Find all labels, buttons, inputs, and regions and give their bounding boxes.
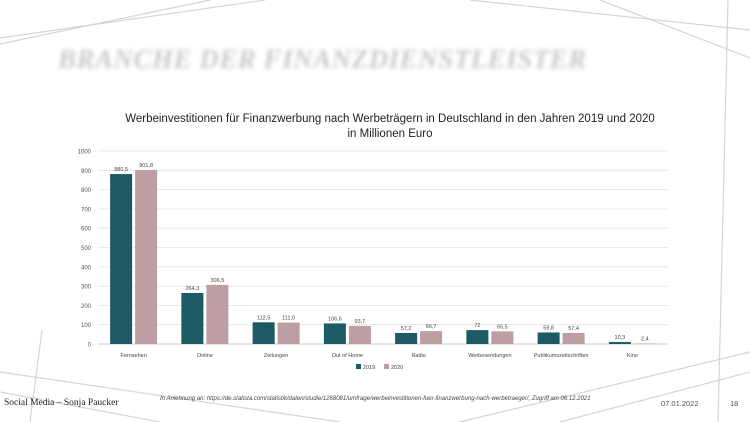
x-tick-label: Radio	[411, 353, 425, 359]
bar-2019	[181, 292, 204, 344]
bar-2019	[395, 332, 418, 344]
y-tick-label: 1000	[78, 150, 92, 156]
y-tick-label: 200	[81, 304, 92, 310]
footer-date: 07.01.2022	[661, 399, 699, 408]
legend-label: 2020	[391, 365, 403, 371]
data-label: 10,3	[615, 335, 626, 341]
data-label: 112,5	[257, 315, 270, 321]
bar-2019	[110, 174, 133, 344]
legend-swatch	[356, 364, 361, 369]
legend-label: 2019	[363, 365, 375, 371]
data-label: 93,7	[355, 319, 366, 325]
x-tick-label: Zeitungen	[264, 353, 288, 359]
bar-2019	[537, 332, 560, 344]
x-tick-label: Publikumszeitschriften	[534, 353, 589, 359]
legend-swatch	[384, 364, 389, 369]
bar-2020	[277, 322, 300, 344]
footer-author: Social Media – Sonja Paucker	[4, 398, 119, 408]
data-label: 106,6	[328, 316, 342, 322]
data-label: 264,3	[185, 286, 199, 292]
data-label: 66,7	[426, 324, 437, 330]
x-tick-label: Online	[197, 353, 213, 359]
y-tick-label: 700	[81, 207, 92, 213]
bar-2020	[206, 284, 229, 344]
data-label: 72	[474, 323, 480, 329]
slide-heading: BRANCHE DER FINANZDIENSTLEISTER	[58, 44, 587, 74]
y-tick-label: 500	[81, 246, 92, 252]
x-tick-label: Fernsehen	[120, 353, 146, 359]
footer-page-number: 18	[730, 399, 739, 408]
bar-2020	[348, 325, 371, 344]
x-tick-label: Kino	[627, 353, 638, 359]
data-label: 306,5	[210, 278, 224, 284]
x-tick-label: Out of Home	[332, 353, 363, 359]
footer-source: In Anlehnung an: https://de.statista.com…	[160, 396, 591, 402]
data-label: 880,5	[114, 167, 128, 173]
bar-2020	[420, 331, 443, 344]
bar-2019	[252, 322, 275, 344]
data-label: 57,4	[568, 326, 579, 332]
y-tick-label: 300	[81, 285, 92, 291]
data-label: 111,0	[282, 316, 295, 322]
bar-2020	[135, 169, 158, 344]
y-tick-label: 100	[81, 323, 92, 329]
data-label: 901,8	[139, 163, 153, 169]
y-tick-label: 800	[81, 188, 92, 194]
data-label: 59,8	[543, 325, 554, 331]
data-label: 57,2	[401, 326, 412, 332]
bar-2020	[562, 332, 585, 344]
chart-subtitle: in Millionen Euro	[347, 128, 433, 140]
y-tick-label: 400	[81, 265, 92, 271]
bar-2020	[491, 331, 514, 344]
data-label: 2,4	[641, 337, 649, 343]
x-tick-label: Werbesendungen	[468, 353, 511, 359]
y-tick-label: 900	[81, 169, 92, 175]
bar-2019	[466, 330, 489, 344]
data-label: 65,5	[497, 324, 508, 330]
bar-2019	[608, 342, 631, 344]
y-tick-label: 600	[81, 227, 92, 233]
bar-2019	[323, 323, 346, 344]
y-tick-label: 0	[88, 343, 92, 349]
chart-title: Werbeinvestitionen für Finanzwerbung nac…	[125, 113, 655, 125]
